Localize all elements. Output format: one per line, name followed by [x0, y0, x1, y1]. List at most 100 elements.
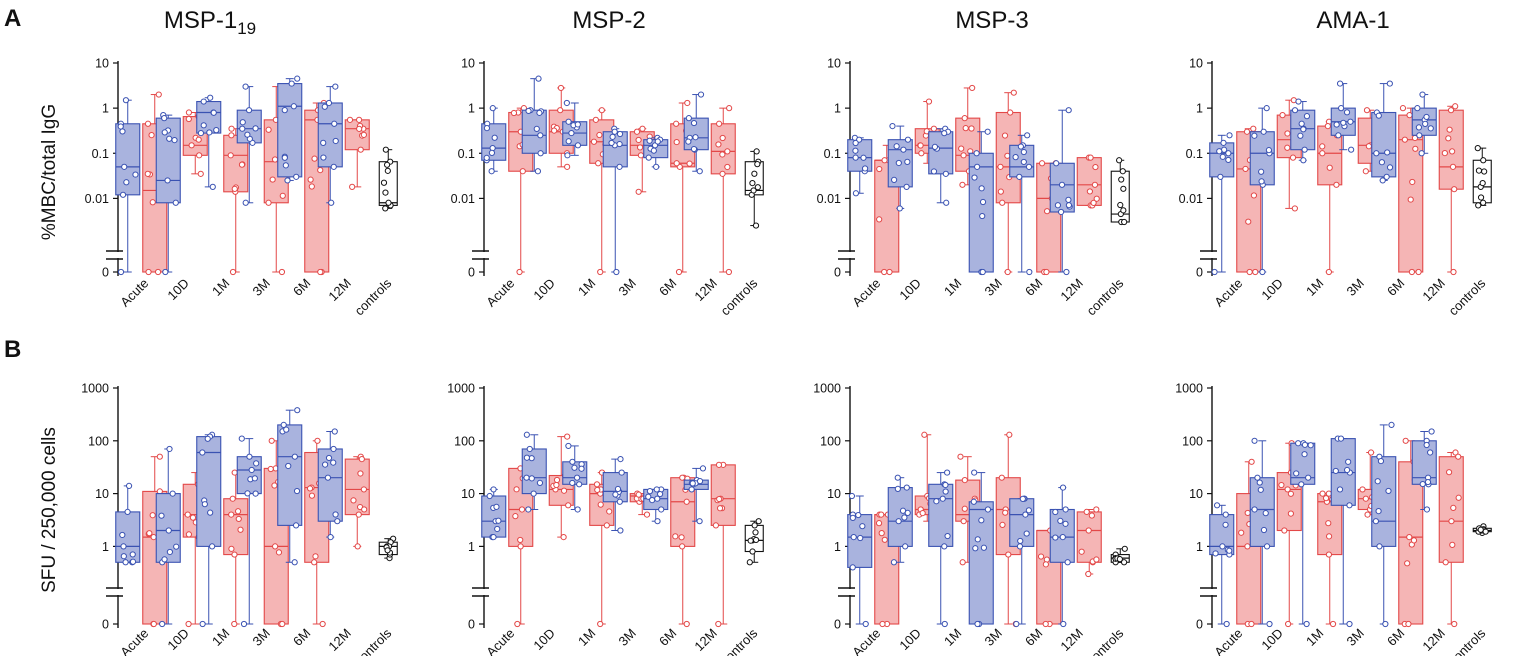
data-point	[750, 187, 757, 194]
data-point	[974, 536, 981, 543]
data-point	[879, 620, 886, 628]
y-tick-label: 0.01	[451, 192, 475, 206]
data-point	[979, 268, 986, 276]
box-iqr	[1371, 456, 1397, 547]
data-point	[1303, 620, 1310, 628]
data-point	[280, 421, 287, 429]
data-point	[1243, 128, 1251, 135]
data-point	[516, 268, 523, 276]
data-point	[1300, 126, 1307, 133]
y-tick-label: 0.1	[92, 147, 109, 161]
data-point	[145, 268, 152, 276]
box-iqr	[847, 139, 873, 172]
data-point	[1406, 112, 1413, 119]
x-tick-label: 10D	[164, 626, 191, 653]
data-point	[849, 514, 856, 521]
data-point	[1348, 146, 1355, 153]
data-point	[332, 137, 339, 145]
data-point	[185, 531, 193, 538]
data-point	[941, 130, 948, 137]
data-point	[1325, 268, 1333, 276]
box-blue-3M	[1330, 80, 1356, 153]
data-point	[849, 564, 856, 571]
data-point	[1293, 470, 1300, 477]
data-point	[228, 511, 235, 518]
box-blue-6M	[643, 486, 669, 525]
data-point	[1377, 457, 1385, 465]
data-point	[383, 161, 391, 168]
box-blue-12M	[1411, 428, 1437, 513]
data-point	[1065, 202, 1073, 209]
data-point	[123, 179, 130, 186]
data-point	[1254, 474, 1261, 481]
data-point	[519, 168, 526, 175]
data-point	[1382, 620, 1389, 628]
antigen-title-msp1: MSP-119	[164, 7, 256, 38]
data-point	[244, 131, 251, 138]
data-point	[597, 501, 604, 508]
data-point	[565, 118, 572, 125]
data-point	[726, 105, 733, 112]
data-point	[957, 453, 964, 460]
data-point	[1379, 177, 1386, 184]
data-point	[278, 268, 286, 276]
data-point	[1298, 120, 1305, 127]
data-point	[321, 103, 328, 110]
data-point	[979, 212, 986, 220]
data-point	[696, 168, 703, 175]
data-point	[904, 136, 912, 143]
data-point	[327, 533, 334, 541]
data-point	[688, 486, 695, 493]
data-point	[1343, 109, 1351, 116]
data-point	[635, 491, 642, 498]
data-point	[146, 530, 153, 537]
data-point	[275, 549, 283, 556]
data-point	[1284, 144, 1291, 151]
data-point	[890, 559, 898, 566]
data-point	[673, 138, 680, 146]
data-point	[162, 268, 169, 276]
data-point	[1052, 508, 1059, 516]
data-point	[1298, 481, 1305, 488]
data-point	[1025, 163, 1033, 170]
box-blue-6M	[277, 75, 303, 184]
y-tick-label: 10	[1189, 57, 1203, 71]
data-point	[962, 125, 969, 132]
x-tick-label: controls	[1084, 275, 1127, 318]
x-tick-label: 12M	[1419, 626, 1447, 654]
data-point	[196, 152, 203, 159]
data-point	[1285, 620, 1292, 628]
data-point	[564, 433, 571, 440]
box-red-12M	[1076, 506, 1102, 578]
data-point	[195, 136, 202, 143]
data-point	[234, 508, 242, 515]
data-point	[331, 120, 338, 127]
data-point	[1297, 132, 1304, 139]
data-point	[560, 487, 568, 494]
box-red-1M	[223, 125, 249, 276]
data-point	[974, 163, 981, 170]
data-point	[690, 119, 698, 127]
data-point	[1428, 428, 1435, 435]
data-point	[690, 145, 698, 153]
data-point	[119, 128, 126, 135]
data-point	[252, 490, 259, 497]
data-point	[330, 445, 337, 453]
data-point	[1016, 543, 1024, 550]
data-point	[1301, 146, 1308, 153]
data-point	[683, 498, 690, 505]
data-point	[267, 465, 274, 473]
panel-label-b: B	[4, 336, 21, 363]
data-point	[1090, 199, 1097, 206]
box-blue-1M	[562, 442, 588, 513]
data-point	[483, 124, 491, 132]
x-tick-label: 6M	[1022, 276, 1045, 299]
data-point	[513, 486, 520, 493]
data-point	[171, 137, 178, 144]
x-tick-label: Acute	[1211, 276, 1245, 310]
data-point	[166, 445, 173, 453]
x-tick-label: controls	[1084, 625, 1127, 656]
data-point	[1054, 202, 1062, 209]
data-point	[1004, 268, 1011, 276]
